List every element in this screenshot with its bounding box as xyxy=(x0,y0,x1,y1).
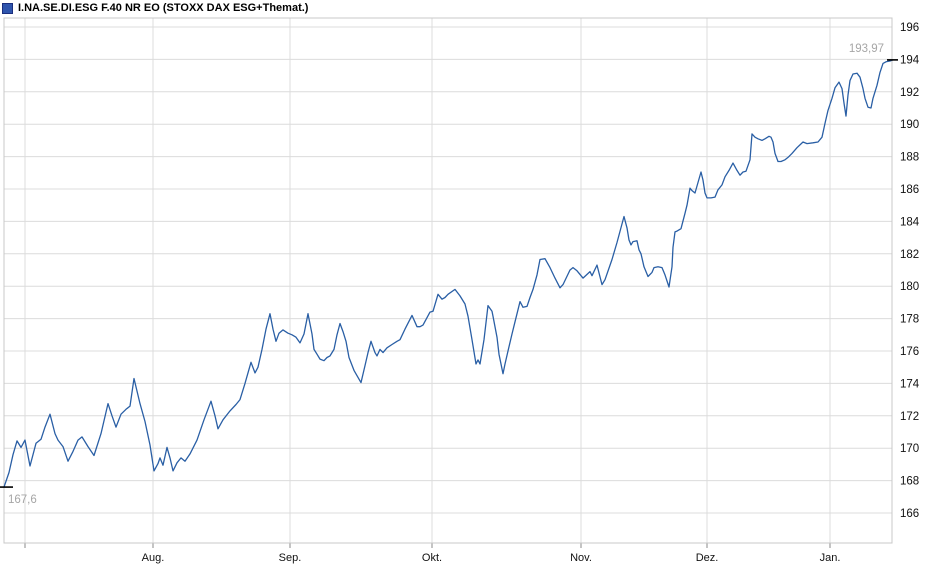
y-axis-tick-label: 172 xyxy=(900,411,919,423)
y-axis-tick-label: 170 xyxy=(900,443,919,455)
x-axis-tick-label: Okt. xyxy=(422,552,442,564)
plot-frame xyxy=(3,17,893,544)
y-axis-tick-label: 194 xyxy=(900,54,920,66)
y-axis-tick-label: 196 xyxy=(900,22,919,34)
y-axis-tick-label: 184 xyxy=(900,216,920,228)
y-axis-tick-label: 188 xyxy=(900,152,919,164)
price-line-series xyxy=(3,59,894,488)
y-axis-tick-label: 180 xyxy=(900,281,919,293)
y-axis-tick-label: 168 xyxy=(900,476,919,488)
first-price-label: 167,6 xyxy=(8,494,37,506)
y-axis-tick-label: 174 xyxy=(900,378,920,390)
series-color-swatch-icon xyxy=(2,2,13,14)
y-axis-tick-label: 182 xyxy=(900,249,919,261)
y-axis-tick-label: 192 xyxy=(900,87,919,99)
y-axis-tick-label: 190 xyxy=(900,119,919,131)
chart-title: I.NA.SE.DI.ESG F.40 NR EO (STOXX DAX ESG… xyxy=(18,2,309,14)
chart-legend: I.NA.SE.DI.ESG F.40 NR EO (STOXX DAX ESG… xyxy=(2,2,308,14)
x-axis-tick-label: Nov. xyxy=(570,552,592,564)
y-axis-tick-label: 176 xyxy=(900,346,919,358)
x-axis-tick-label: Sep. xyxy=(279,552,302,564)
y-axis-tick-label: 186 xyxy=(900,184,919,196)
x-axis-tick-label: Dez. xyxy=(696,552,719,564)
x-axis-tick-label: Aug. xyxy=(142,552,165,564)
y-axis-tick-label: 166 xyxy=(900,508,919,520)
x-axis-tick-label: Jan. xyxy=(820,552,841,564)
y-axis-tick-label: 178 xyxy=(900,314,919,326)
last-price-label: 193,97 xyxy=(849,43,884,55)
